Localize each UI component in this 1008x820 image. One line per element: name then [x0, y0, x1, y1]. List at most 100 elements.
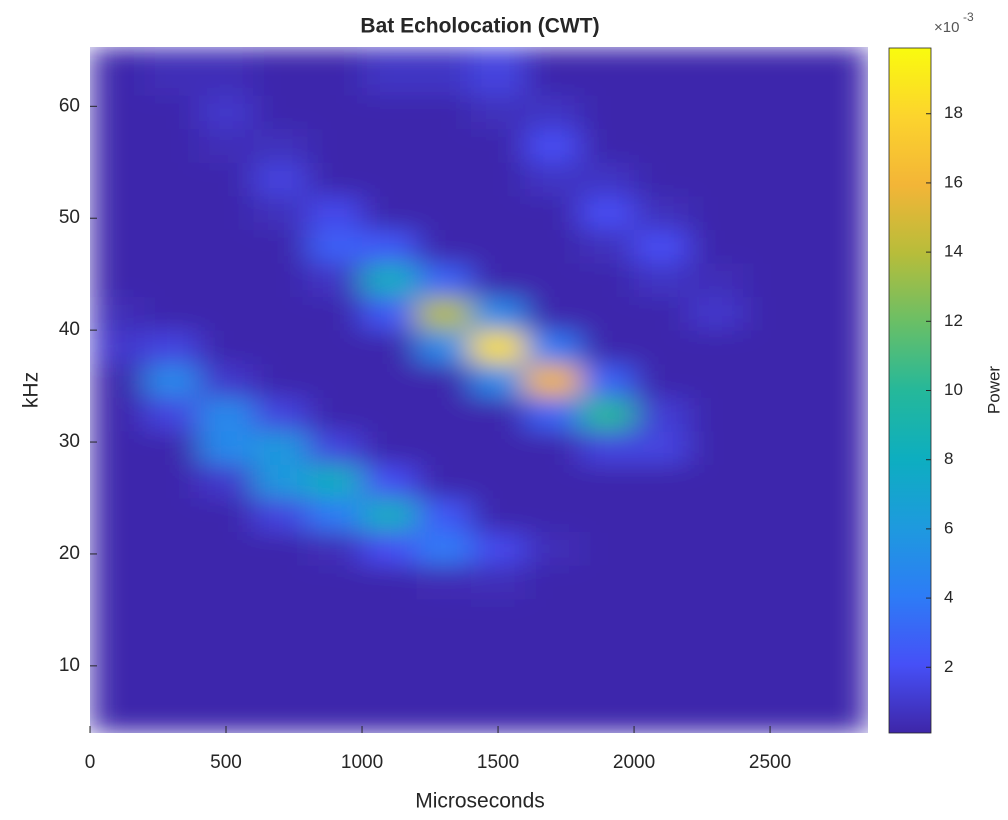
heatmap	[90, 47, 868, 733]
heatmap-cell	[634, 95, 689, 130]
heatmap-cell	[634, 229, 689, 264]
heatmap-cell	[688, 128, 744, 163]
heatmap-cell	[470, 363, 526, 398]
heatmap-cell	[198, 565, 254, 600]
colorbar-exponent: -3	[963, 10, 974, 24]
heatmap-cell	[579, 531, 635, 566]
heatmap-cell	[688, 430, 744, 465]
heatmap-cell	[362, 464, 417, 499]
heatmap-cell	[797, 47, 868, 96]
heatmap-cell	[797, 565, 868, 600]
heatmap-cell	[144, 229, 200, 264]
heatmap-cell	[579, 397, 635, 432]
heatmap-cell	[742, 229, 798, 264]
heatmap-cell	[416, 430, 472, 465]
heatmap-cell	[688, 632, 744, 667]
heatmap-cell	[525, 162, 581, 197]
heatmap-cell	[742, 128, 798, 163]
heatmap-cell	[144, 162, 200, 197]
heatmap-cell	[416, 330, 472, 365]
colorbar-tick-label: 12	[944, 311, 963, 330]
colorbar-tick-label: 8	[944, 449, 953, 468]
heatmap-cell	[144, 296, 200, 331]
heatmap-cell	[253, 330, 309, 365]
y-tick-label: 30	[59, 431, 80, 452]
heatmap-cell	[144, 464, 200, 499]
heatmap-cell	[579, 262, 635, 298]
heatmap-cell	[525, 531, 581, 566]
heatmap-cell	[253, 665, 309, 700]
colorbar-tick-label: 14	[944, 242, 963, 261]
heatmap-cell	[688, 162, 744, 197]
heatmap-cell	[416, 162, 472, 197]
colorbar-tick-label: 16	[944, 172, 963, 191]
heatmap-cell	[90, 565, 145, 600]
y-tick-label: 40	[59, 319, 80, 340]
heatmap-cell	[416, 699, 472, 733]
heatmap-cell	[688, 195, 744, 230]
heatmap-cell	[90, 430, 145, 465]
heatmap-cell	[416, 128, 472, 163]
heatmap-cell	[470, 95, 526, 130]
heatmap-cell	[416, 531, 472, 566]
heatmap-cell	[144, 699, 200, 733]
heatmap-cell	[90, 95, 145, 130]
heatmap-cell	[742, 330, 798, 365]
heatmap-cell	[797, 464, 868, 499]
heatmap-cell	[362, 363, 417, 398]
heatmap-cell	[688, 229, 744, 264]
heatmap-cell	[688, 598, 744, 633]
heatmap-cell	[797, 430, 868, 465]
heatmap-cell	[416, 665, 472, 700]
heatmap-cell	[90, 363, 145, 398]
heatmap-cell	[362, 531, 417, 566]
heatmap-cell	[797, 397, 868, 432]
heatmap-cell	[688, 531, 744, 566]
heatmap-cell	[416, 598, 472, 633]
heatmap-cell	[688, 262, 744, 298]
heatmap-cell	[688, 497, 744, 533]
heatmap-cell	[742, 262, 798, 298]
heatmap-cell	[198, 632, 254, 667]
heatmap-cell	[797, 531, 868, 566]
heatmap-cell	[470, 330, 526, 365]
heatmap-cell	[253, 296, 309, 331]
heatmap-cell	[416, 363, 472, 398]
heatmap-cell	[90, 699, 145, 733]
heatmap-cell	[688, 363, 744, 398]
heatmap-cell	[416, 632, 472, 667]
heatmap-cell	[307, 397, 363, 432]
y-tick-label: 10	[59, 655, 80, 676]
heatmap-cell	[198, 330, 254, 365]
heatmap-cell	[525, 330, 581, 365]
heatmap-cell	[797, 229, 868, 264]
heatmap-cell	[198, 47, 254, 96]
heatmap-cell	[470, 229, 526, 264]
heatmap-cell	[307, 598, 363, 633]
heatmap-cell	[688, 296, 744, 331]
heatmap-cell	[253, 464, 309, 499]
heatmap-cell	[253, 430, 309, 465]
heatmap-cell	[742, 632, 798, 667]
heatmap-cell	[470, 195, 526, 230]
y-tick-label: 60	[59, 95, 80, 116]
heatmap-cell	[144, 128, 200, 163]
heatmap-cell	[362, 128, 417, 163]
heatmap-cell	[144, 397, 200, 432]
heatmap-cell	[742, 95, 798, 130]
heatmap-cell	[634, 363, 689, 398]
heatmap-cell	[525, 699, 581, 733]
heatmap-cell	[470, 598, 526, 633]
heatmap-cell	[742, 47, 798, 96]
heatmap-cell	[90, 665, 145, 700]
heatmap-cell	[742, 565, 798, 600]
heatmap-cell	[253, 397, 309, 432]
heatmap-cell	[90, 296, 145, 331]
heatmap-cell	[90, 195, 145, 230]
x-axis-label: Microseconds	[415, 790, 545, 813]
heatmap-cell	[797, 598, 868, 633]
heatmap-cell	[579, 632, 635, 667]
heatmap-cell	[634, 262, 689, 298]
heatmap-cell	[144, 598, 200, 633]
